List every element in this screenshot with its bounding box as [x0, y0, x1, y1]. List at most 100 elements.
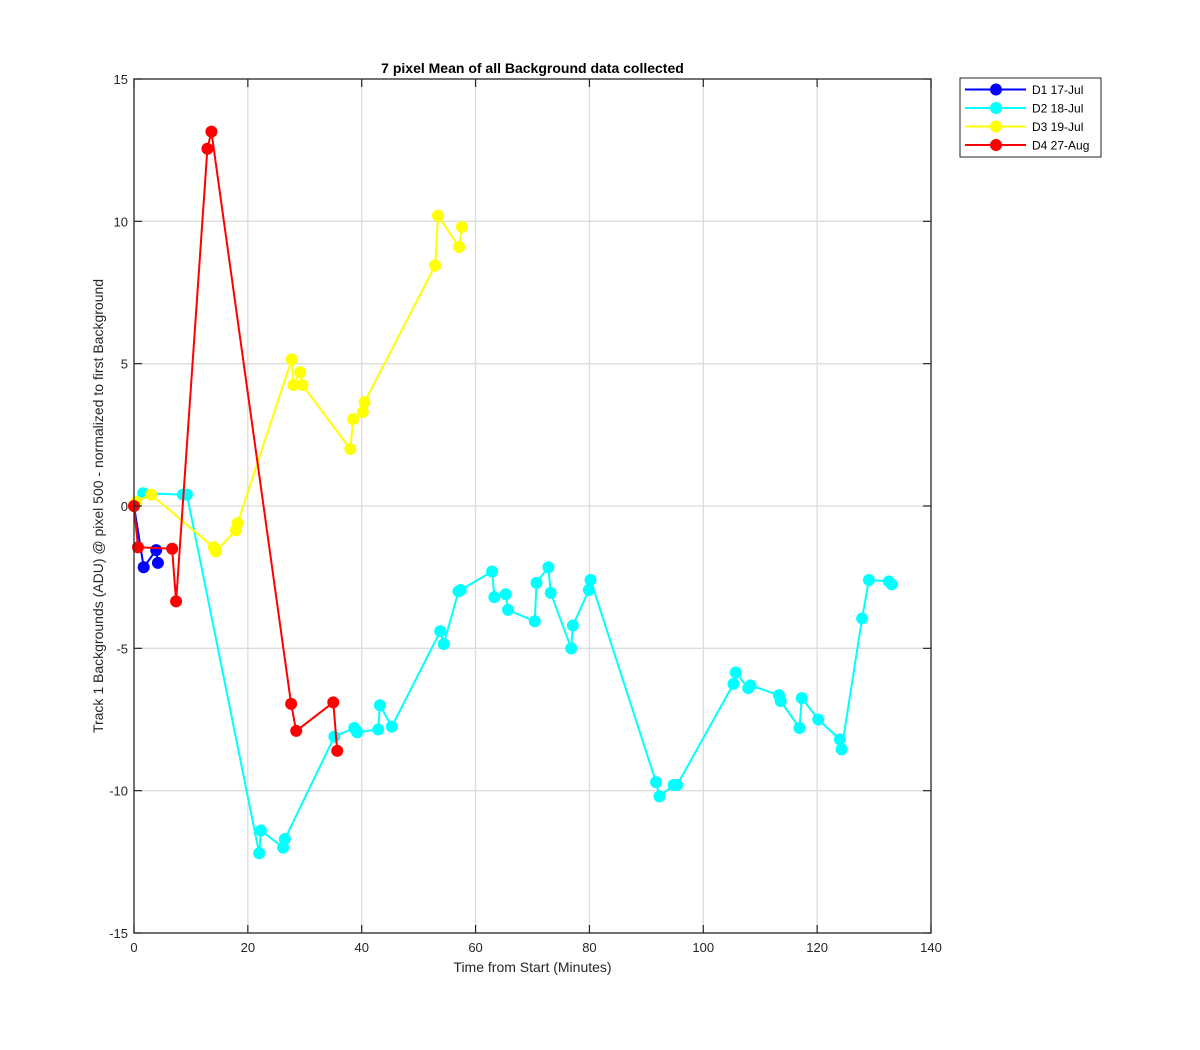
- y-tick-label: 0: [121, 499, 128, 514]
- legend-label: D4 27-Aug: [1032, 139, 1089, 153]
- legend-marker: [990, 139, 1002, 151]
- data-point: [358, 396, 371, 409]
- series-group: [128, 487, 898, 860]
- legend-label: D2 18-Jul: [1032, 102, 1083, 116]
- data-point: [453, 240, 466, 253]
- legend-marker: [990, 83, 1002, 96]
- data-point: [351, 726, 364, 739]
- grid-lines: [134, 79, 931, 933]
- data-point: [795, 692, 808, 705]
- data-point: [454, 583, 467, 596]
- data-point: [833, 733, 846, 746]
- data-point: [290, 724, 303, 737]
- data-point: [285, 697, 298, 710]
- data-point: [137, 561, 150, 574]
- y-tick-label: 10: [114, 214, 128, 229]
- data-point: [372, 723, 385, 736]
- data-point: [201, 142, 214, 155]
- data-point: [528, 615, 541, 628]
- data-point: [856, 612, 869, 625]
- data-point: [566, 619, 579, 632]
- data-point: [793, 722, 806, 735]
- data-point: [434, 625, 447, 638]
- y-tick-label: -10: [109, 784, 128, 799]
- series-line: [133, 130, 339, 751]
- data-point: [653, 790, 666, 803]
- data-point: [650, 776, 663, 789]
- data-point: [499, 588, 512, 601]
- data-point: [530, 576, 543, 589]
- data-point: [744, 679, 757, 692]
- data-point: [488, 591, 501, 604]
- y-tick-label: -5: [116, 641, 128, 656]
- data-point: [209, 545, 222, 558]
- x-tick-label: 40: [354, 940, 368, 955]
- data-point: [862, 574, 875, 587]
- data-point: [774, 694, 787, 707]
- legend-label: D3 19-Jul: [1032, 120, 1083, 134]
- data-point: [885, 578, 898, 591]
- x-tick-label: 100: [692, 940, 714, 955]
- data-point: [254, 824, 267, 837]
- x-axis-label: Time from Start (Minutes): [453, 959, 611, 975]
- data-point: [170, 595, 183, 608]
- data-point: [502, 603, 515, 616]
- series-layer: [128, 125, 898, 860]
- legend-box: [959, 77, 1102, 158]
- y-tick-label: -15: [109, 926, 128, 941]
- data-point: [145, 488, 158, 501]
- data-point: [565, 642, 578, 655]
- data-point: [347, 413, 360, 426]
- data-point: [253, 847, 266, 860]
- x-tick-label: 80: [582, 940, 596, 955]
- data-point: [328, 730, 341, 743]
- legend-label: D1 17-Jul: [1032, 83, 1083, 97]
- series-line: [133, 505, 159, 569]
- x-tick-label: 20: [241, 940, 255, 955]
- y-tick-label: 15: [114, 72, 128, 87]
- data-point: [671, 778, 684, 791]
- data-point: [835, 743, 848, 756]
- data-point: [205, 125, 218, 138]
- legend: D1 17-Jul D2 18-Jul D3 19-Jul D4 27-Aug: [959, 77, 1102, 158]
- data-point: [131, 541, 144, 554]
- tick-labels: 0 20 40 60 80 100 120 140 -15 -10 -5 0 5 10 15: [109, 72, 942, 955]
- data-point: [542, 561, 555, 574]
- y-tick-label: 5: [121, 357, 128, 372]
- data-point: [544, 586, 557, 599]
- legend-marker: [990, 120, 1002, 133]
- data-point: [729, 666, 742, 679]
- data-point: [582, 583, 595, 596]
- data-point: [373, 699, 386, 712]
- data-point: [727, 677, 740, 690]
- tick-marks: [133, 78, 932, 934]
- data-point: [278, 833, 291, 846]
- x-tick-label: 140: [920, 940, 942, 955]
- data-point: [166, 542, 179, 555]
- x-tick-label: 60: [468, 940, 482, 955]
- data-point: [437, 638, 450, 651]
- x-tick-label: 0: [130, 940, 137, 955]
- data-point: [285, 353, 298, 366]
- data-point: [385, 720, 398, 733]
- data-point: [429, 259, 442, 272]
- data-point: [356, 406, 369, 419]
- data-point: [327, 696, 340, 709]
- legend-marker: [990, 102, 1002, 114]
- series-group: [128, 125, 344, 757]
- data-point: [486, 565, 499, 578]
- data-point: [584, 574, 597, 587]
- data-point: [812, 713, 825, 726]
- data-point: [150, 544, 163, 557]
- data-point: [294, 366, 307, 379]
- data-point: [296, 379, 309, 392]
- chart-title: 7 pixel Mean of all Background data coll…: [381, 60, 684, 76]
- data-point: [331, 744, 344, 757]
- x-tick-label: 120: [806, 940, 828, 955]
- data-point: [344, 443, 357, 456]
- data-point: [151, 556, 164, 569]
- data-point: [455, 221, 468, 234]
- data-point: [431, 209, 444, 222]
- data-point: [231, 517, 244, 530]
